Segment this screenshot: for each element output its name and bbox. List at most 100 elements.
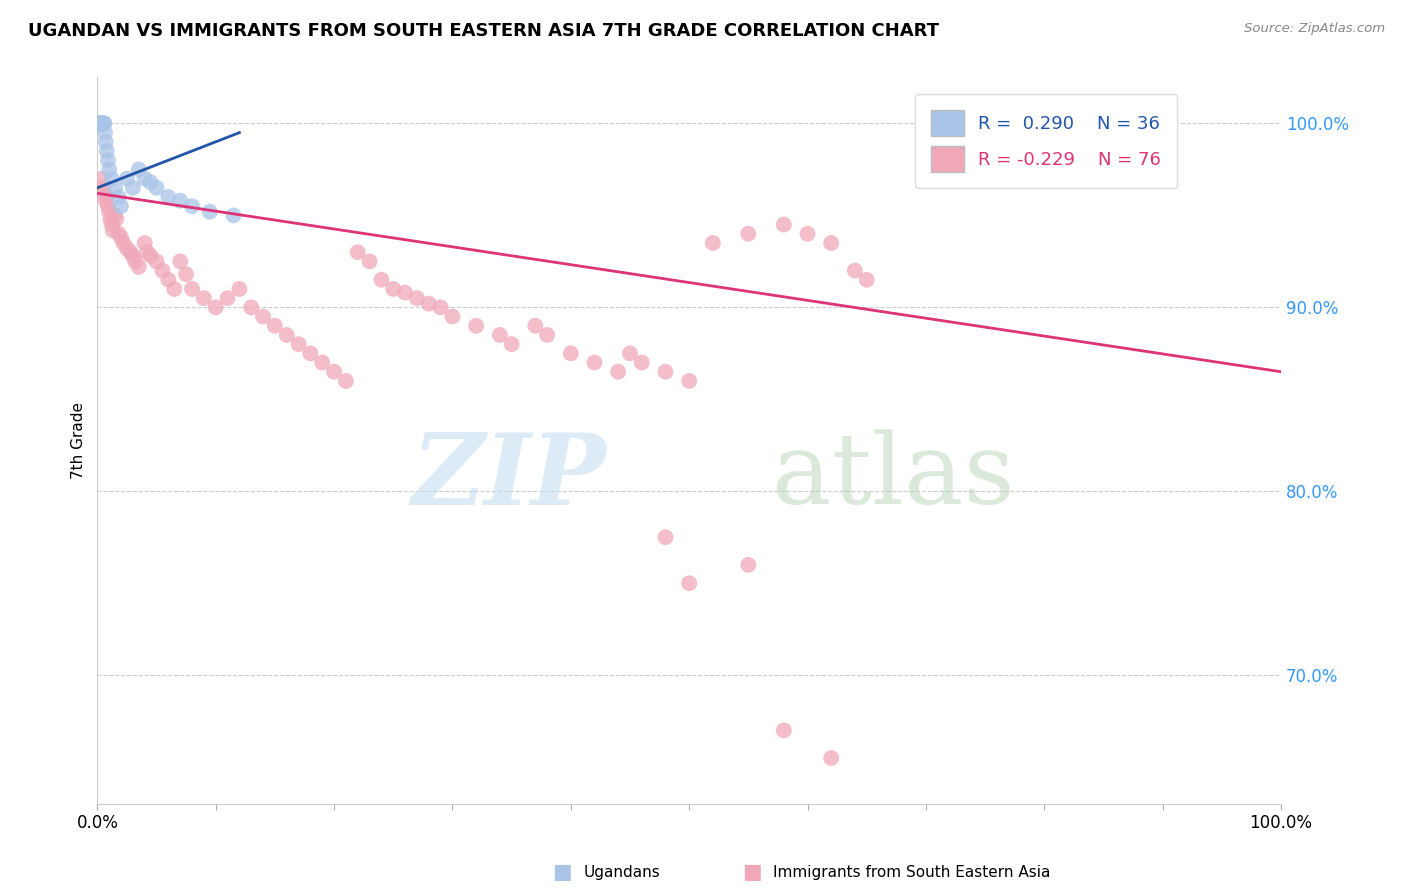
Point (104, 208, 127, 222)
Point (105, 212, 128, 227)
Point (100, 218, 122, 232)
Point (91, 116, 114, 130)
Point (441, 310, 464, 324)
Point (139, 249, 162, 263)
Point (429, 301, 451, 315)
Point (198, 204, 221, 219)
Text: ■: ■ (553, 863, 572, 882)
Point (121, 249, 143, 263)
Point (124, 254, 146, 268)
Point (107, 227, 129, 241)
Point (524, 318, 547, 333)
Point (820, 235, 842, 250)
Point (181, 282, 204, 296)
Point (91, 116, 114, 130)
Point (89, 116, 111, 130)
Point (104, 181, 127, 195)
Text: UGANDAN VS IMMIGRANTS FROM SOUTH EASTERN ASIA 7TH GRADE CORRELATION CHART: UGANDAN VS IMMIGRANTS FROM SOUTH EASTERN… (28, 22, 939, 40)
Point (820, 751, 842, 765)
Point (97, 153, 120, 168)
Point (157, 273, 180, 287)
Point (93, 116, 115, 130)
Point (98, 204, 121, 219)
Point (134, 235, 156, 250)
Point (145, 254, 167, 268)
Point (96, 190, 118, 204)
Point (217, 291, 239, 305)
Point (630, 355, 652, 369)
Point (772, 218, 794, 232)
Point (107, 190, 129, 204)
Point (120, 245, 142, 260)
Point (204, 301, 226, 315)
Point (418, 296, 440, 310)
Point (772, 723, 794, 738)
Text: ZIP: ZIP (412, 429, 606, 525)
Point (89, 116, 111, 130)
Point (181, 199, 204, 213)
Point (276, 328, 298, 343)
Text: Ugandans: Ugandans (583, 865, 661, 880)
Point (112, 235, 135, 250)
Point (136, 245, 159, 260)
Point (93, 116, 115, 130)
Point (619, 346, 641, 360)
Point (174, 267, 197, 281)
Point (346, 245, 368, 260)
Point (115, 171, 138, 186)
Text: atlas: atlas (772, 429, 1015, 524)
Point (222, 208, 245, 222)
Point (163, 282, 186, 296)
Point (101, 223, 124, 237)
Point (311, 355, 333, 369)
Point (90, 116, 112, 130)
Point (110, 199, 132, 213)
Point (90, 116, 112, 130)
Point (169, 254, 191, 268)
Point (678, 374, 700, 388)
Point (264, 318, 287, 333)
Point (100, 171, 122, 186)
Point (115, 242, 138, 256)
Point (94, 194, 117, 208)
Legend: R =  0.290    N = 36, R = -0.229    N = 76: R = 0.290 N = 36, R = -0.229 N = 76 (915, 94, 1177, 188)
Point (299, 346, 322, 360)
Point (394, 285, 416, 300)
Point (252, 310, 274, 324)
Point (91, 181, 114, 195)
Point (134, 171, 156, 186)
Point (90, 116, 112, 130)
Point (583, 355, 606, 369)
Point (335, 374, 357, 388)
Point (128, 260, 150, 274)
Point (702, 235, 724, 250)
Point (98, 162, 121, 177)
Text: Source: ZipAtlas.com: Source: ZipAtlas.com (1244, 22, 1385, 36)
Point (91, 171, 114, 186)
Point (91, 116, 114, 130)
Point (128, 162, 150, 177)
Point (737, 558, 759, 572)
Point (406, 291, 429, 305)
Point (488, 328, 510, 343)
Point (796, 227, 818, 241)
Point (855, 273, 877, 287)
Point (91, 116, 114, 130)
Text: Immigrants from South Eastern Asia: Immigrants from South Eastern Asia (773, 865, 1050, 880)
Point (737, 227, 759, 241)
Point (89, 116, 111, 130)
Point (501, 337, 523, 351)
Point (287, 337, 309, 351)
Point (98, 212, 121, 227)
Point (370, 273, 392, 287)
Point (96, 144, 118, 158)
Point (465, 318, 488, 333)
Point (359, 254, 381, 268)
Point (193, 291, 215, 305)
Point (93, 186, 115, 201)
Point (121, 181, 143, 195)
Point (97, 199, 120, 213)
Point (90, 116, 112, 130)
Point (169, 194, 191, 208)
Point (152, 263, 174, 277)
